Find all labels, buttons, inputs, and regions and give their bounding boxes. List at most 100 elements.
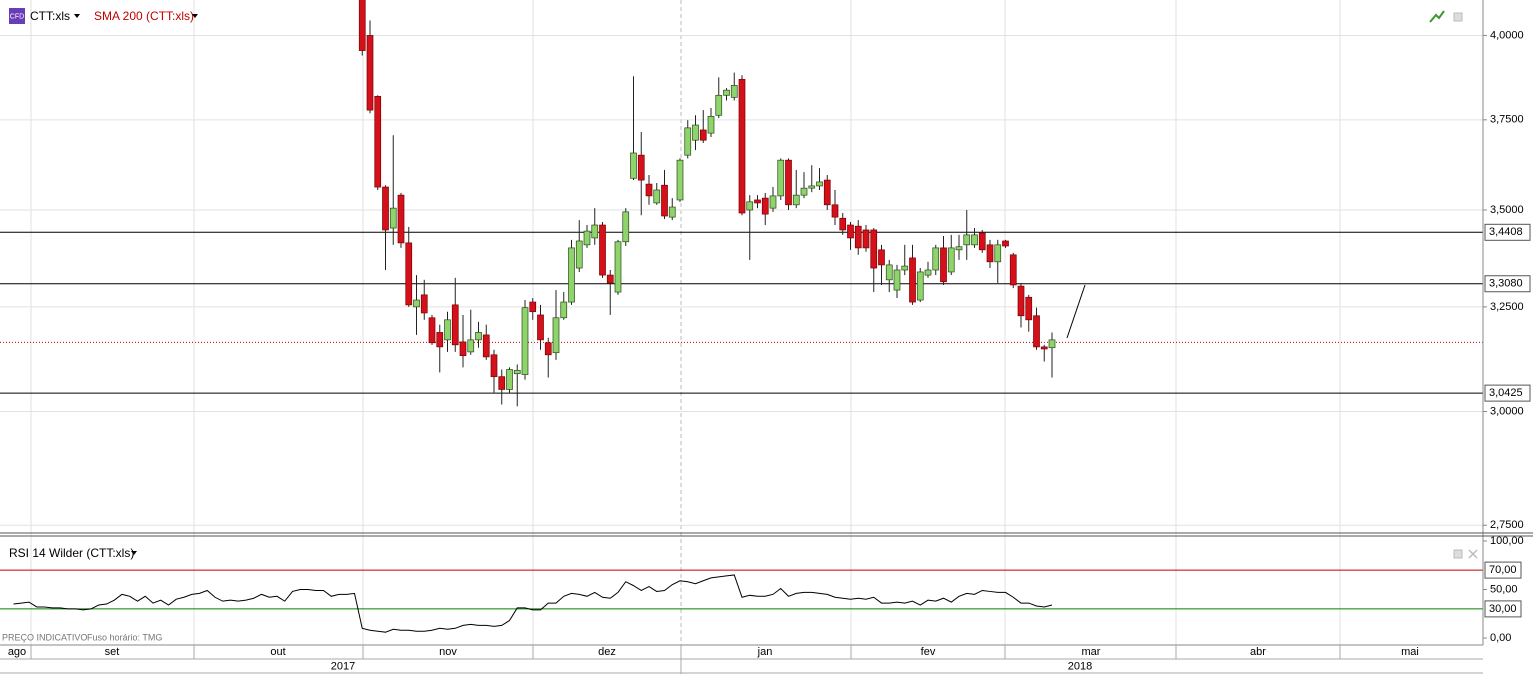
candle-body: [405, 242, 413, 306]
icon-text: CFD: [10, 13, 24, 20]
candle-body: [1025, 296, 1033, 321]
dropdown-arrow[interactable]: [74, 14, 80, 18]
trend-icon[interactable]: [1429, 10, 1445, 23]
candle-body: [637, 154, 645, 181]
candle-body: [490, 354, 498, 378]
candle-body: [614, 241, 622, 293]
candle-body: [808, 185, 816, 189]
candle-body: [591, 224, 599, 239]
candle-body: [955, 246, 963, 251]
level-label-box: [1484, 223, 1531, 241]
y-tick-label: 100,00: [1490, 535, 1524, 547]
candle-body: [746, 201, 754, 211]
candle-body: [420, 294, 428, 314]
candle-body: [785, 159, 792, 206]
candle-body: [723, 89, 730, 96]
candle-body: [606, 274, 614, 284]
y-tick-label: 4,0000: [1490, 29, 1524, 41]
legend: CFD CTT:xls SMA 200 (CTT:xls) RSI 14 Wil…: [2, 8, 198, 642]
candle-body: [382, 186, 389, 231]
plot-area: [0, 0, 1483, 407]
candle-body: [754, 199, 761, 204]
candle-body: [653, 189, 661, 204]
close-icon[interactable]: [1468, 549, 1478, 559]
level-label-box: [1484, 600, 1522, 618]
x-tick-label: ago: [8, 646, 26, 658]
candle-body: [428, 317, 436, 344]
candle-body: [537, 314, 544, 341]
candle-body: [513, 369, 521, 375]
candle-body: [459, 341, 467, 356]
toolbar: [1066, 10, 1478, 559]
candle-body: [645, 183, 653, 197]
candle-body: [397, 194, 405, 244]
candle-body: [599, 224, 606, 276]
y-tick-label: 3,2500: [1490, 301, 1524, 313]
window-icon[interactable]: [1453, 12, 1463, 22]
candle-body: [761, 197, 769, 215]
overlay-label[interactable]: SMA 200 (CTT:xls): [94, 9, 194, 23]
candle-body: [847, 224, 854, 239]
candle-body: [529, 301, 537, 313]
candle-body: [684, 127, 692, 156]
candle-body: [482, 334, 490, 358]
candle-body: [878, 249, 885, 266]
candle-body: [444, 319, 451, 341]
x-tick-label: fev: [921, 646, 936, 658]
instrument-icon[interactable]: [9, 8, 25, 24]
dropdown-arrow[interactable]: [131, 551, 137, 555]
candle-body: [831, 204, 839, 218]
dropdown-arrow[interactable]: [192, 14, 198, 18]
x-tick-label: nov: [439, 646, 457, 658]
candle-body: [924, 269, 932, 276]
y-tick-label: 2,7500: [1490, 519, 1524, 531]
candle-body: [699, 129, 707, 141]
candle-body: [622, 211, 630, 243]
candle-body: [986, 244, 994, 263]
rsi-line: [13, 574, 1053, 633]
y-tick-label: 3,7500: [1490, 114, 1524, 126]
candle-body: [940, 247, 947, 283]
candle-body: [707, 115, 715, 134]
rsi-area: [0, 569, 1483, 633]
candle-body: [389, 207, 397, 229]
candle-body: [1009, 254, 1017, 286]
candle-body: [777, 159, 785, 197]
x-tick-label: set: [105, 646, 120, 658]
candle-body: [568, 247, 575, 303]
window-icon[interactable]: [1453, 549, 1463, 559]
candle-body: [909, 257, 916, 303]
y-tick-label: 0,00: [1490, 632, 1511, 644]
candle-body: [862, 229, 870, 249]
instrument-label[interactable]: CTT:xls: [30, 9, 70, 23]
candle-body: [947, 247, 955, 273]
x-tick-label: out: [270, 646, 285, 658]
candle-body: [676, 159, 684, 201]
level-label: 3,0425: [1489, 387, 1523, 399]
candle-body: [738, 78, 746, 214]
level-label-box: [1484, 384, 1531, 402]
candle-body: [498, 376, 506, 390]
year-label: 2017: [331, 660, 355, 672]
candle-body: [583, 230, 591, 246]
level-label: 3,3080: [1489, 278, 1523, 290]
candle-body: [839, 217, 847, 231]
indicator-label[interactable]: RSI 14 Wilder (CTT:xls): [9, 546, 134, 560]
level-label-box: [1484, 275, 1531, 293]
candle-body: [893, 269, 901, 291]
candle-body: [994, 244, 1002, 263]
candle-body: [544, 342, 552, 356]
candle-body: [692, 124, 699, 141]
x-tick-label: jan: [757, 646, 773, 658]
candle-body: [575, 240, 583, 269]
x-tick-label: mar: [1082, 646, 1101, 658]
candle-body: [816, 181, 823, 187]
candle-body: [800, 187, 808, 196]
candle-body: [475, 332, 482, 341]
candle-body: [870, 229, 878, 269]
candle-body: [668, 206, 676, 218]
timezone: Fuso horário: TMG: [87, 632, 162, 642]
candle-body: [413, 299, 420, 308]
